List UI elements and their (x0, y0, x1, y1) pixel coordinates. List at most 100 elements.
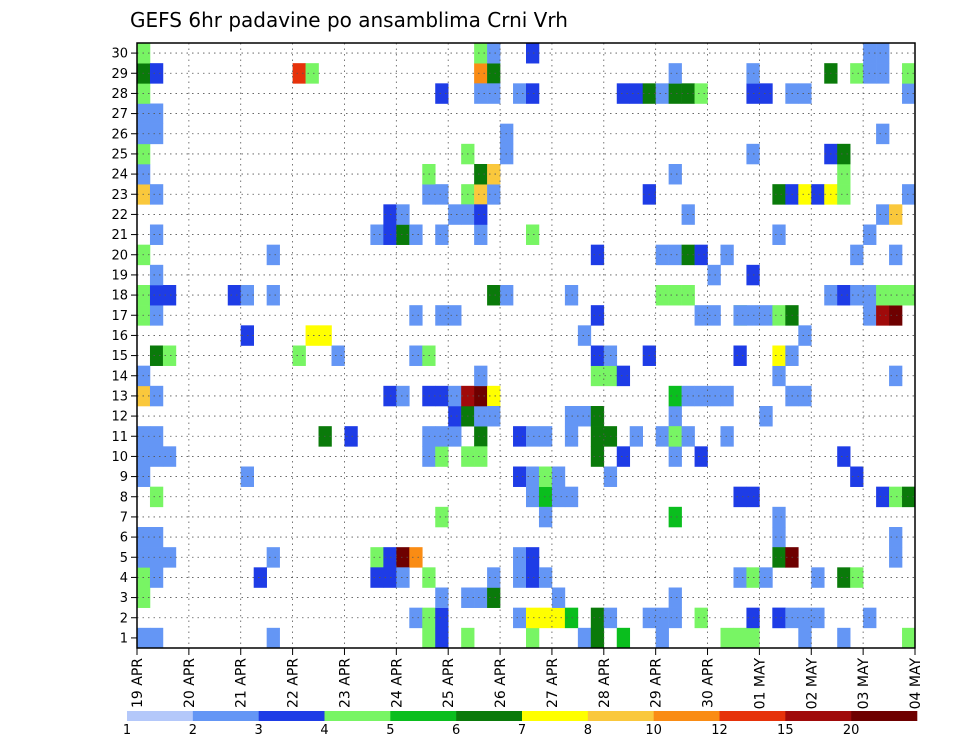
heatmap-cell (746, 627, 760, 649)
x-tick-label: 23 APR (337, 658, 353, 708)
x-tick-label: 30 APR (701, 658, 717, 708)
heatmap-cell (487, 385, 501, 407)
heatmap-cell (668, 406, 682, 427)
heatmap-cell (889, 285, 903, 306)
heatmap-cell (162, 285, 177, 306)
heatmap-cell (149, 305, 164, 326)
heatmap-cell (850, 567, 864, 588)
heatmap-cell (292, 345, 306, 366)
heatmap-cell (876, 305, 890, 326)
heatmap-cell (668, 607, 682, 629)
heatmap-cell (149, 123, 164, 145)
heatmap-cell (668, 426, 682, 447)
heatmap-cell (435, 385, 449, 407)
legend-label: 5 (386, 723, 394, 738)
heatmap-cell (409, 345, 423, 366)
heatmap-cell (435, 224, 449, 245)
x-tick-label: 22 APR (286, 658, 302, 708)
heatmap-cell (616, 365, 631, 387)
heatmap-cell (162, 446, 177, 467)
heatmap-cell (655, 426, 669, 447)
x-tick-label: 02 MAY (804, 658, 820, 710)
x-tick-label: 20 APR (182, 658, 198, 708)
heatmap-cell (759, 83, 773, 104)
y-tick-label: 15 (111, 349, 128, 364)
heatmap-cell (396, 567, 410, 588)
y-tick-label: 25 (111, 147, 128, 162)
y-axis: 1234567891011121314151617181920212223242… (111, 47, 137, 646)
heatmap-cell (772, 345, 786, 366)
heatmap-cell (474, 406, 488, 427)
x-tick-label: 25 APR (441, 658, 457, 708)
heatmap-cell (772, 365, 786, 387)
heatmap-cell (811, 607, 825, 629)
legend-swatch (785, 711, 852, 721)
y-tick-label: 19 (111, 268, 128, 283)
heatmap-cell (526, 567, 540, 588)
heatmap-cell (837, 627, 851, 649)
y-tick-label: 7 (120, 510, 128, 525)
heatmap-cell (409, 305, 423, 326)
x-axis: 19 APR 20 APR 21 APR 22 APR 23 APR 24 APR 25 A… (130, 648, 924, 709)
heatmap-cell (694, 244, 708, 266)
heatmap-cell (513, 83, 527, 104)
y-tick-label: 8 (120, 490, 128, 505)
heatmap-cell (253, 567, 267, 588)
heatmap-cell (668, 63, 682, 84)
heatmap-cell (902, 184, 916, 205)
legend-label: 4 (320, 723, 328, 738)
heatmap-cell (707, 264, 721, 286)
legend-swatch (127, 711, 194, 721)
legend-label: 1 (123, 723, 131, 738)
heatmap-cell (720, 244, 734, 266)
legend-swatch (324, 711, 391, 721)
heatmap-cell (266, 285, 280, 306)
heatmap-cell (461, 627, 475, 649)
x-tick-label: 01 MAY (752, 658, 768, 710)
heatmap-cell (396, 204, 410, 225)
heatmap-cell (798, 325, 812, 346)
heatmap-cell (538, 607, 553, 629)
heatmap-cell (889, 305, 903, 326)
heatmap-cell (370, 224, 384, 245)
heatmap-cell (305, 63, 319, 84)
legend-swatch (456, 711, 523, 721)
heatmap-cell (850, 63, 864, 84)
heatmap-cell (448, 426, 462, 447)
heatmap-cell (526, 43, 540, 64)
legend-label: 20 (843, 723, 860, 738)
heatmap-cell (526, 607, 540, 629)
heatmap-cell (396, 224, 410, 245)
heatmap-cell (370, 567, 384, 588)
y-tick-label: 17 (111, 309, 128, 324)
heatmap-cell (902, 285, 916, 306)
heatmap-cell (396, 547, 410, 568)
heatmap-cell (422, 627, 436, 649)
x-tick-label: 24 APR (389, 658, 405, 708)
y-tick-label: 9 (120, 470, 128, 485)
heatmap-cell (798, 184, 812, 205)
heatmap-cell (149, 285, 164, 306)
heatmap-cell (149, 547, 164, 568)
heatmap-cell (396, 385, 410, 407)
heatmap-cell (266, 547, 280, 568)
heatmap-cell (902, 63, 916, 84)
heatmap-cells (137, 43, 916, 649)
heatmap-cell (837, 567, 851, 588)
legend-label: 8 (584, 723, 592, 738)
heatmap-cell (149, 567, 164, 588)
heatmap-cell (759, 305, 773, 326)
heatmap-cell (409, 607, 423, 629)
y-tick-label: 18 (111, 289, 128, 304)
legend-label: 6 (452, 723, 460, 738)
legend-swatch (851, 711, 918, 721)
legend-label: 3 (255, 723, 263, 738)
heatmap-cell (487, 83, 501, 104)
heatmap-cell (798, 627, 812, 649)
heatmap-cell (629, 426, 643, 447)
heatmap-cell (344, 426, 358, 447)
heatmap-cell (876, 486, 890, 508)
heatmap-cell (149, 385, 164, 407)
heatmap-cell (435, 607, 449, 629)
heatmap-cell (513, 567, 527, 588)
